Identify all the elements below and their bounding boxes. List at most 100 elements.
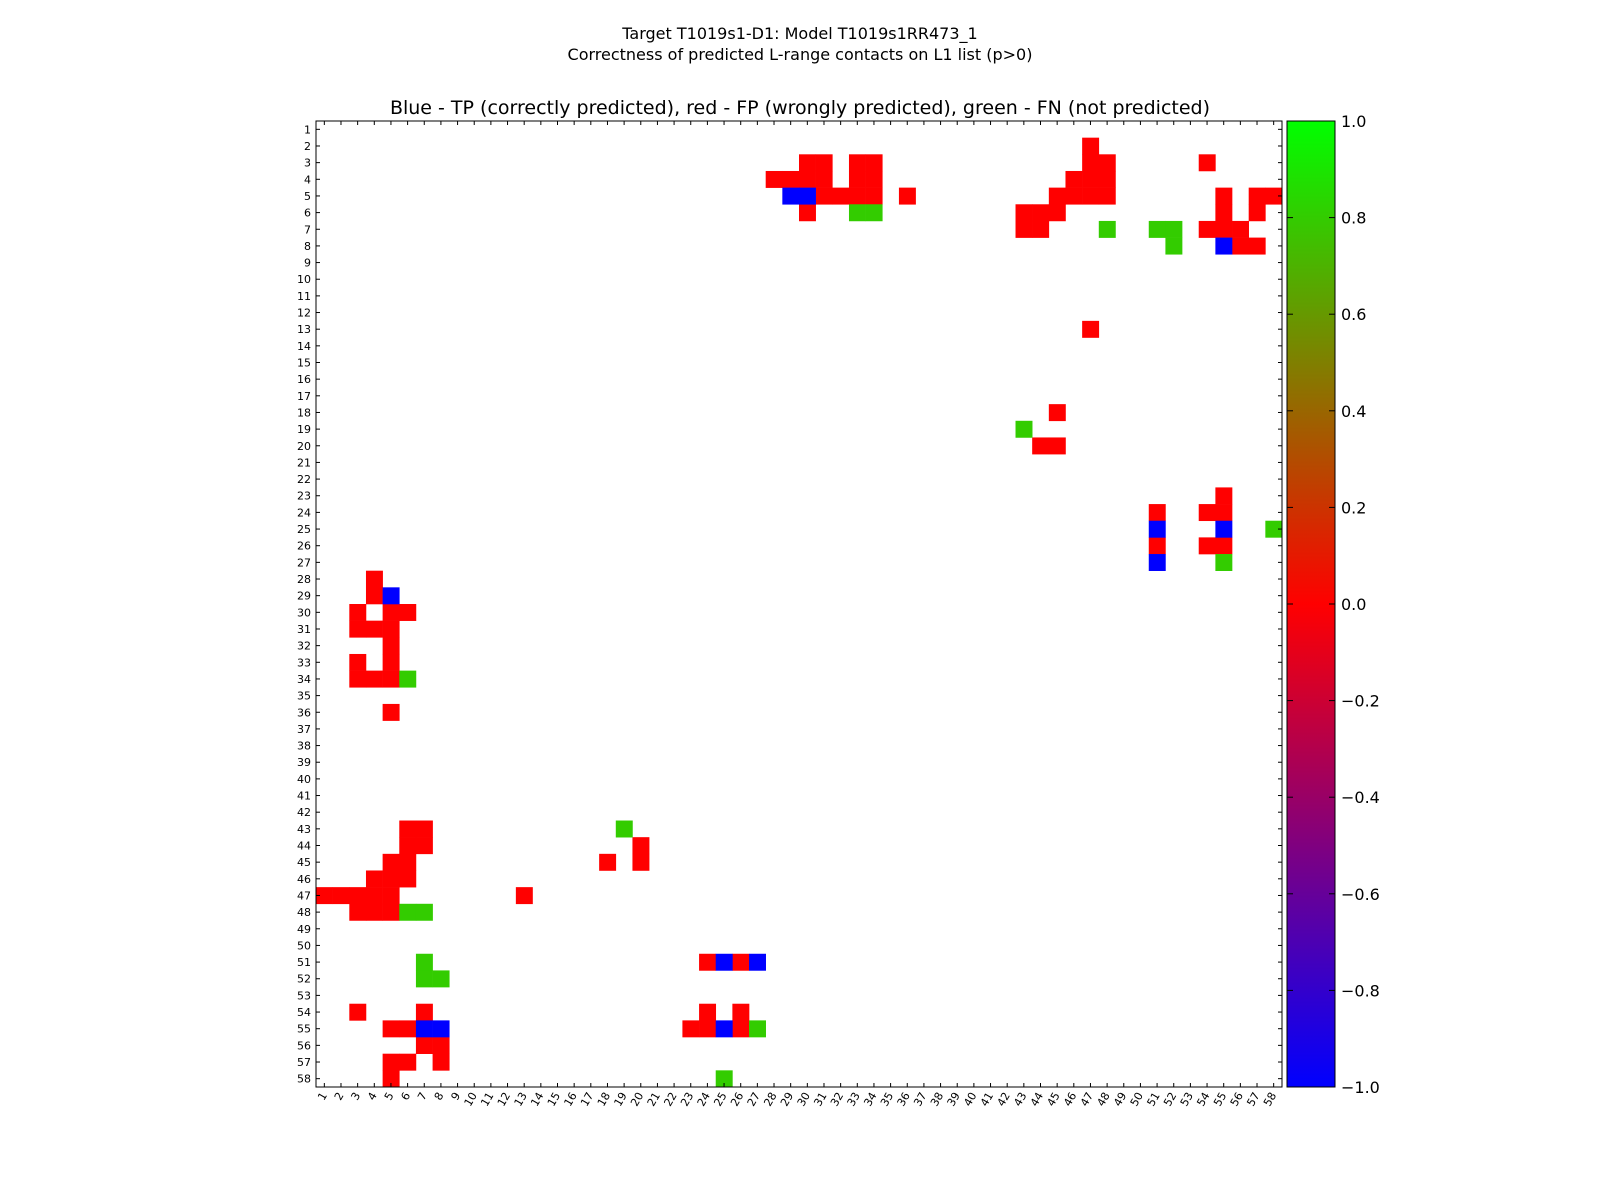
y-tick-label: 21 xyxy=(297,456,311,469)
cell-fp xyxy=(382,853,400,871)
x-tick-labels: 1 2 3 4 5 6 7 8 91011121314151617181920212223242… xyxy=(315,1090,1279,1109)
x-tick-label: 26 xyxy=(728,1090,746,1109)
cell-fp xyxy=(1215,504,1233,522)
colorbar-tick-label: −0.6 xyxy=(1341,885,1380,904)
cell-fp xyxy=(415,837,433,855)
cell-fp xyxy=(415,820,433,838)
y-tick-label: 5 xyxy=(304,190,311,203)
cell-fp xyxy=(1148,537,1166,555)
cell-fp xyxy=(1248,187,1266,205)
cell-fp xyxy=(382,670,400,688)
cell-fp xyxy=(382,870,400,888)
y-tick-label: 32 xyxy=(297,640,311,653)
cell-fp xyxy=(1198,537,1216,555)
suptitle-line1: Target T1019s1-D1: Model T1019s1RR473_1 xyxy=(621,24,977,44)
x-tick-label: 33 xyxy=(845,1090,863,1109)
cell-fp xyxy=(682,1020,700,1038)
cell-fp xyxy=(632,837,650,855)
cell-fp xyxy=(399,837,417,855)
cell-fp xyxy=(815,154,833,172)
cell-fn xyxy=(1265,520,1283,538)
cell-fp xyxy=(415,1037,433,1054)
cell-fp xyxy=(399,820,417,838)
cell-fp xyxy=(399,604,417,621)
y-tick-label: 15 xyxy=(297,357,311,370)
cell-fn xyxy=(715,1070,733,1088)
cell-fp xyxy=(1248,237,1266,255)
suptitle-line2: Correctness of predicted L-range contact… xyxy=(568,45,1033,64)
colorbar-tick-label: 1.0 xyxy=(1341,112,1366,131)
x-tick-label: 6 xyxy=(398,1090,413,1103)
cell-fp xyxy=(382,887,400,905)
colorbar-tick-label: 0.4 xyxy=(1341,402,1366,421)
colorbar-tick-label: −0.2 xyxy=(1341,692,1380,711)
cell-fp xyxy=(349,1003,367,1021)
cell-tp xyxy=(415,1020,433,1038)
y-tick-label: 53 xyxy=(297,989,311,1002)
x-tick-label: 25 xyxy=(711,1090,729,1109)
cell-fp xyxy=(382,1020,400,1038)
cell-fp xyxy=(349,887,367,905)
x-tick-label: 55 xyxy=(1211,1090,1229,1109)
x-tick-label: 14 xyxy=(528,1090,546,1109)
cell-tp xyxy=(749,953,766,971)
cell-fp xyxy=(349,653,367,671)
y-tick-label: 7 xyxy=(304,223,311,236)
cell-fp xyxy=(382,637,400,655)
axis-ticks xyxy=(316,121,1282,1087)
cell-tp xyxy=(799,187,816,205)
cell-fp xyxy=(1065,170,1083,188)
cell-fn xyxy=(749,1020,766,1038)
cell-fp xyxy=(1265,187,1283,205)
x-tick-label: 50 xyxy=(1128,1090,1146,1109)
cell-fp xyxy=(399,870,417,888)
colorbar-tick-label: −1.0 xyxy=(1341,1078,1380,1097)
x-tick-label: 12 xyxy=(495,1090,513,1109)
y-tick-label: 10 xyxy=(297,273,311,286)
x-tick-label: 52 xyxy=(1161,1090,1179,1109)
y-tick-label: 58 xyxy=(297,1073,311,1086)
cell-fn xyxy=(1148,220,1166,238)
cell-fn xyxy=(415,970,433,988)
cell-fn xyxy=(1215,554,1233,571)
x-tick-label: 56 xyxy=(1228,1090,1246,1109)
x-tick-label: 40 xyxy=(961,1090,979,1109)
y-tick-label: 12 xyxy=(297,307,311,320)
x-tick-label: 21 xyxy=(645,1090,663,1109)
cell-fp xyxy=(1098,187,1116,205)
y-tick-label: 38 xyxy=(297,740,311,753)
cell-fp xyxy=(732,1003,750,1021)
cell-tp xyxy=(382,587,400,605)
plot-title: Blue - TP (correctly predicted), red - F… xyxy=(390,97,1210,119)
y-tick-label: 36 xyxy=(297,706,311,719)
cell-tp xyxy=(715,1020,733,1038)
y-tick-label: 50 xyxy=(297,939,311,952)
y-tick-label: 30 xyxy=(297,606,311,619)
y-tick-label: 47 xyxy=(297,889,311,902)
cell-fp xyxy=(365,887,383,905)
x-tick-label: 47 xyxy=(1078,1090,1096,1109)
y-tick-labels: 1234567891011121314151617181920212223242… xyxy=(297,123,311,1085)
x-tick-label: 4 xyxy=(365,1090,380,1103)
y-tick-label: 48 xyxy=(297,906,311,919)
cell-fp xyxy=(1082,170,1100,188)
cell-fp xyxy=(815,170,833,188)
y-tick-label: 2 xyxy=(304,140,311,153)
colorbar-tick-label: −0.8 xyxy=(1341,981,1380,1000)
cell-fp xyxy=(765,170,783,188)
cell-fn xyxy=(1165,220,1183,238)
cell-fp xyxy=(799,170,816,188)
y-tick-label: 19 xyxy=(297,423,311,436)
cell-fp xyxy=(365,570,383,588)
x-tick-label: 17 xyxy=(578,1090,596,1109)
cell-fp xyxy=(1065,187,1083,205)
cell-fp xyxy=(1198,220,1216,238)
x-tick-label: 37 xyxy=(911,1090,929,1109)
x-tick-label: 2 xyxy=(332,1090,347,1103)
cell-fp xyxy=(699,1020,717,1038)
cell-fp xyxy=(365,620,383,638)
cell-fp xyxy=(365,903,383,921)
cell-fp xyxy=(382,903,400,921)
cell-fp xyxy=(399,1053,417,1071)
cell-fn xyxy=(1098,220,1116,238)
